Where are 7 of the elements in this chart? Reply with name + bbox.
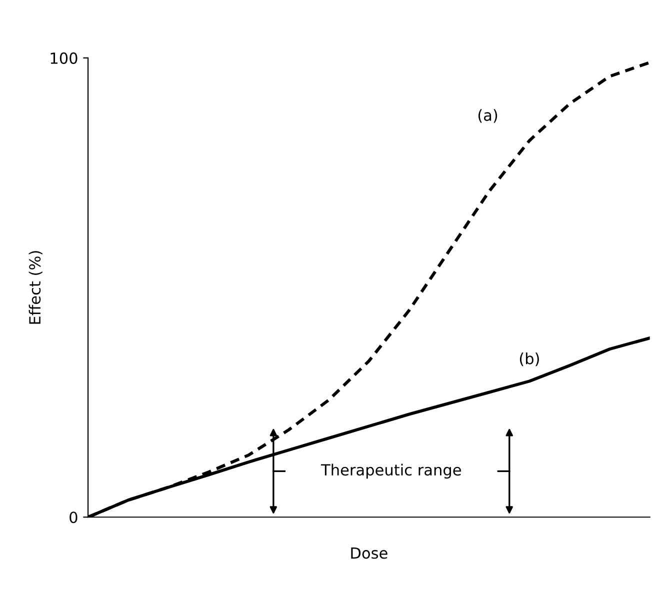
x-axis-title: Dose (351, 547, 388, 559)
text: (a) (478, 109, 498, 123)
series-label: (b) (520, 352, 539, 366)
y-tick-label: 0 (70, 512, 78, 524)
y-axis-title: Effect (%) (28, 251, 42, 324)
annotation: Therapeutic range (320, 464, 461, 479)
y-tick-label: 100 (50, 52, 78, 64)
